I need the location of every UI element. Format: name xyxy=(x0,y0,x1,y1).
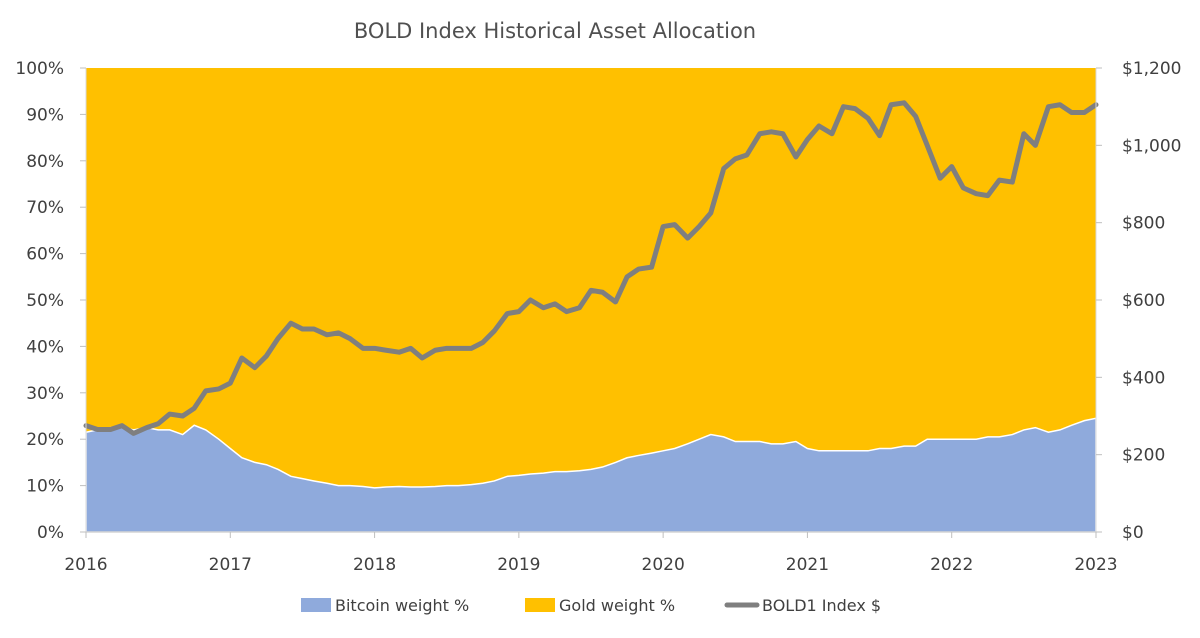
x-tick-label: 2020 xyxy=(642,555,685,575)
x-axis: 2016 2017 2018 2019 2020 2021 2022 2023 xyxy=(64,531,1118,575)
x-tick-label: 2019 xyxy=(497,555,540,575)
right-tick-label: $1,000 xyxy=(1122,136,1181,156)
x-tick-label: 2021 xyxy=(786,555,829,575)
left-tick-label: 70% xyxy=(26,198,64,218)
left-tick-label: 0% xyxy=(37,523,64,543)
left-tick-label: 30% xyxy=(26,384,64,404)
left-y-axis: 0% 10% 20% 30% 40% 50% 60% 70% 80% 90% 100% xyxy=(15,59,87,543)
chart-legend: Bitcoin weight % Gold weight % BOLD1 Ind… xyxy=(301,596,881,615)
x-tick-label: 2018 xyxy=(353,555,396,575)
right-tick-label: $600 xyxy=(1122,291,1165,311)
right-tick-label: $200 xyxy=(1122,446,1165,466)
bitcoin-weight-area xyxy=(85,417,1097,533)
left-tick-label: 40% xyxy=(26,337,64,357)
x-tick-label: 2017 xyxy=(209,555,252,575)
legend-swatch-bitcoin xyxy=(301,598,331,612)
legend-label-bitcoin: Bitcoin weight % xyxy=(335,596,469,615)
left-tick-label: 90% xyxy=(26,105,64,125)
x-tick-label: 2022 xyxy=(930,555,973,575)
left-tick-label: 80% xyxy=(26,152,64,172)
left-tick-label: 60% xyxy=(26,245,64,265)
legend-label-gold: Gold weight % xyxy=(559,596,675,615)
right-tick-label: $0 xyxy=(1122,523,1144,543)
bold1-index-line xyxy=(83,100,1099,436)
right-tick-label: $400 xyxy=(1122,368,1165,388)
left-tick-label: 100% xyxy=(15,59,64,79)
chart-title: BOLD Index Historical Asset Allocation xyxy=(354,19,756,43)
x-tick-label: 2023 xyxy=(1074,555,1117,575)
plot-area xyxy=(83,68,1099,533)
legend-label-index: BOLD1 Index $ xyxy=(762,596,881,615)
right-tick-label: $1,200 xyxy=(1122,59,1181,79)
left-tick-label: 10% xyxy=(26,477,64,497)
x-tick-label: 2016 xyxy=(64,555,107,575)
right-tick-label: $800 xyxy=(1122,214,1165,234)
left-tick-label: 20% xyxy=(26,430,64,450)
right-y-axis: $0 $200 $400 $600 $800 $1,000 $1,200 xyxy=(1095,59,1181,543)
legend-swatch-gold xyxy=(525,598,555,612)
left-tick-label: 50% xyxy=(26,291,64,311)
